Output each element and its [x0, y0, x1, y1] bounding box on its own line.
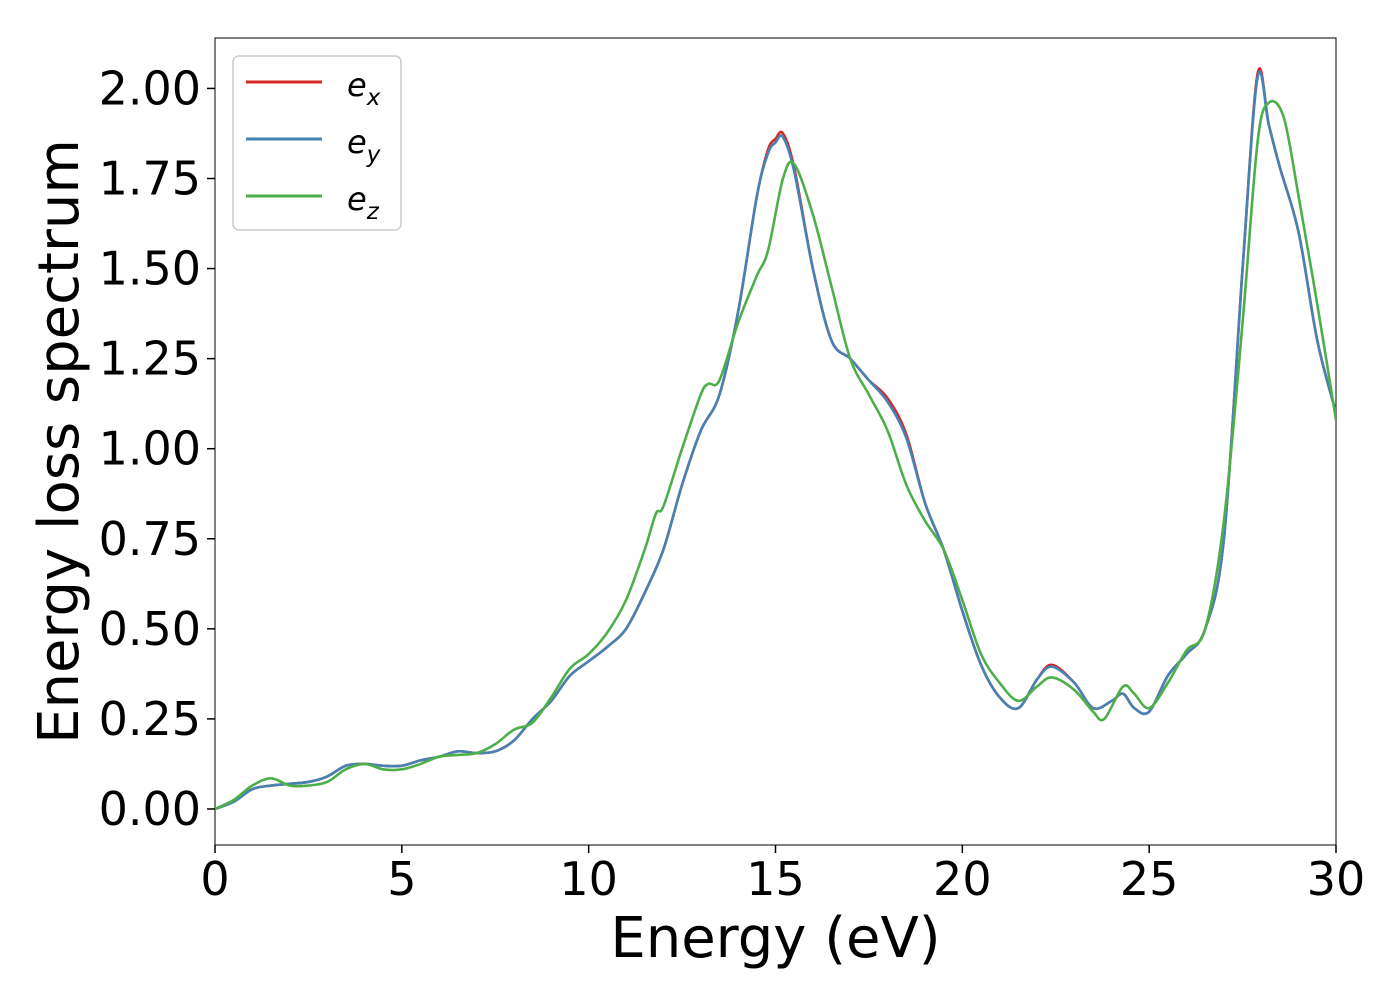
x-tick-label: 15 [746, 852, 805, 906]
x-axis-ticks: 0 5 10 15 20 25 30 [200, 845, 1365, 906]
y-tick-label: 2.00 [99, 61, 201, 115]
x-tick-label: 10 [559, 852, 618, 906]
legend-label-subscript: z [366, 199, 380, 225]
x-tick-label: 25 [1120, 852, 1179, 906]
y-axis-ticks: 0.00 0.25 0.50 0.75 1.00 1.25 1.50 1.75 2.00 [99, 61, 215, 836]
y-tick-label: 1.50 [99, 242, 201, 296]
y-axis-label: Energy loss spectrum [27, 139, 92, 744]
x-tick-label: 5 [387, 852, 416, 906]
y-tick-label: 1.25 [99, 332, 201, 386]
series-lines [215, 67, 1336, 811]
legend-label-subscript: y [366, 142, 381, 168]
legend-label-base: e [347, 66, 367, 104]
legend-label-base: e [347, 123, 367, 161]
legend-label-y: ey [347, 123, 381, 168]
y-tick-label: 1.75 [99, 152, 201, 206]
y-tick-label: 0.00 [99, 782, 201, 836]
y-tick-label: 0.75 [99, 512, 201, 566]
y-tick-label: 1.00 [99, 422, 201, 476]
y-tick-label: 0.50 [99, 602, 201, 656]
series-line-y [215, 70, 1336, 811]
legend-label-z: ez [347, 180, 380, 225]
legend-label-base: e [347, 180, 367, 218]
legend-label-subscript: x [366, 85, 381, 111]
x-tick-label: 30 [1307, 852, 1366, 906]
legend-box [232, 55, 402, 231]
x-tick-label: 20 [933, 852, 992, 906]
y-tick-label: 0.25 [99, 692, 201, 746]
x-axis-label: Energy (eV) [610, 906, 940, 971]
x-tick-label: 0 [200, 852, 229, 906]
legend-label-x: ex [347, 66, 381, 111]
series-line-z [215, 99, 1336, 811]
